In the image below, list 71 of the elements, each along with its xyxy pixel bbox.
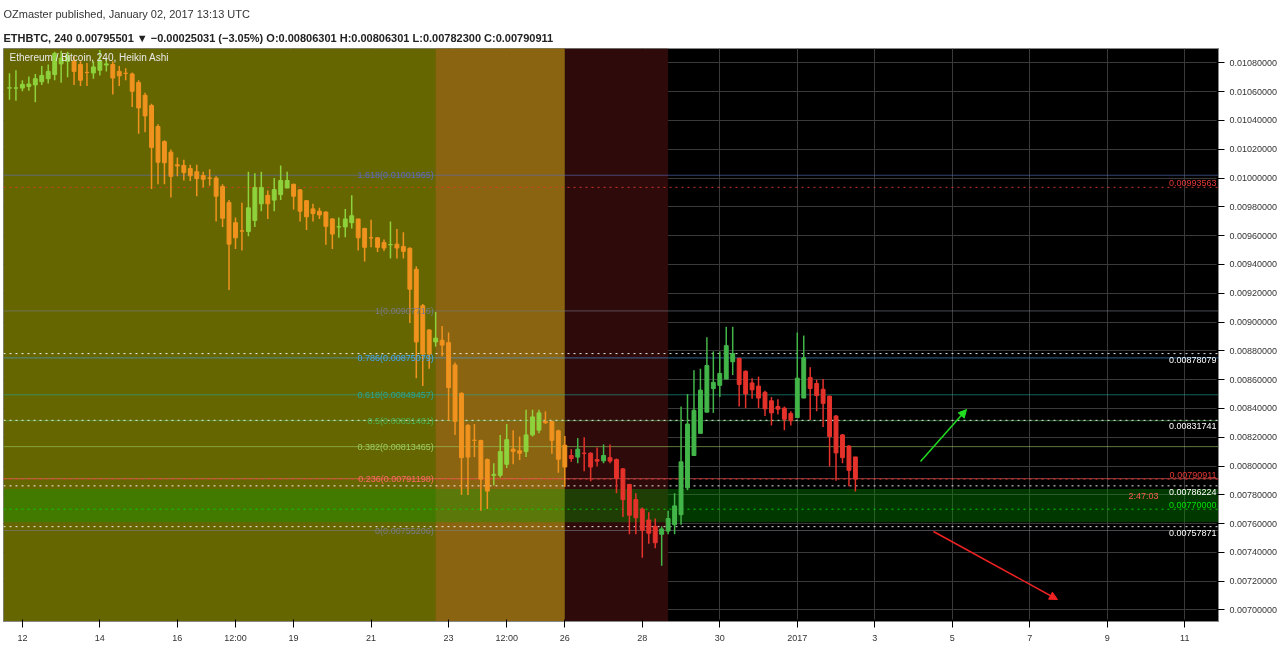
chart-title: OZmaster published, January 02, 2017 13:13 UTC xyxy=(3,7,250,20)
x-tick-label: 5 xyxy=(949,632,955,643)
annotation: Ethereum / Bitcoin, 240, Heikin Ashi xyxy=(9,51,169,63)
candlestick xyxy=(433,311,439,348)
candlestick xyxy=(329,217,335,250)
y-tick-label: 0.00820000 xyxy=(1229,432,1278,443)
candlestick xyxy=(13,69,19,102)
y-tick-label: 0.00740000 xyxy=(1229,547,1278,558)
y-tick-label: 0.01060000 xyxy=(1229,86,1278,97)
ref-line-label: 1.618(0.01001965) xyxy=(357,170,434,181)
x-tick-label: 12 xyxy=(17,632,28,643)
candlestick xyxy=(491,462,497,487)
candlestick xyxy=(239,202,245,252)
candlestick xyxy=(368,218,374,249)
x-tick-label: 12:00 xyxy=(495,632,518,643)
x-tick-label: 9 xyxy=(1104,632,1110,643)
ref-line-label: 0.382(0.00813465) xyxy=(357,441,434,452)
candlestick xyxy=(652,517,658,550)
ref-line-label: 0.618(0.00849457) xyxy=(357,389,434,400)
x-tick-label: 23 xyxy=(443,632,454,643)
annotation: 2:47:03 xyxy=(1128,491,1159,502)
y-tick-label: 0.00860000 xyxy=(1229,374,1278,385)
ref-line-label: 0.00770000 xyxy=(1168,500,1217,511)
ref-line-label: 0.5(0.00831461) xyxy=(367,415,434,426)
ref-line-label: 0.00993563 xyxy=(1168,178,1217,189)
ref-line-label: 0.00831741 xyxy=(1168,421,1217,432)
ref-line-label: 0.00757871 xyxy=(1168,527,1217,538)
y-tick-label: 0.00800000 xyxy=(1229,461,1278,472)
x-tick-label: 11 xyxy=(1180,632,1190,643)
y-tick-label: 0.01020000 xyxy=(1229,144,1278,155)
y-tick-label: 0.01040000 xyxy=(1229,115,1278,126)
y-tick-label: 0.00720000 xyxy=(1229,576,1278,587)
candlestick xyxy=(659,525,665,567)
x-tick-label: 14 xyxy=(94,632,105,643)
candlestick xyxy=(258,170,264,212)
y-tick-label: 0.00980000 xyxy=(1229,201,1278,212)
ref-line-label: 0.00878079 xyxy=(1168,354,1217,365)
x-tick-label: 2017 xyxy=(787,632,808,643)
ref-line-label: 0.00786224 xyxy=(1168,486,1217,497)
candlestick xyxy=(594,446,600,468)
y-tick-label: 0.00780000 xyxy=(1229,489,1278,500)
candlestick xyxy=(336,216,342,239)
candlestick xyxy=(601,443,606,465)
ref-line-label: 0.236(0.00791198) xyxy=(358,473,434,484)
y-tick-label: 0.00880000 xyxy=(1229,345,1278,356)
y-tick-label: 0.00940000 xyxy=(1229,259,1278,270)
y-tick-label: 0.00900000 xyxy=(1229,317,1278,328)
x-tick-label: 19 xyxy=(288,632,299,643)
x-tick-label: 21 xyxy=(366,632,377,643)
y-tick-label: 0.00760000 xyxy=(1229,518,1278,529)
ref-line-label: 0.786(0.00875079) xyxy=(357,352,434,363)
x-tick-label: 30 xyxy=(714,632,725,643)
x-tick-label: 7 xyxy=(1027,632,1033,643)
chart-subtitle: ETHBTC, 240 0.00795501 ▼ −0.00025031 (−3.05%) O:0.00806301 H:0.00806301 L:0.00782300 C:0.00790911 xyxy=(3,31,554,44)
y-tick-label: 0.01000000 xyxy=(1229,173,1278,184)
y-tick-label: 0.00840000 xyxy=(1229,403,1278,414)
x-tick-label: 26 xyxy=(559,632,570,643)
candlestick xyxy=(7,72,12,101)
x-tick-label: 3 xyxy=(872,632,878,643)
ref-line-label: 0.00790911 xyxy=(1169,470,1217,481)
candlestick xyxy=(575,437,581,465)
y-tick-label: 0.00920000 xyxy=(1229,288,1278,299)
candlestick xyxy=(523,408,529,458)
x-tick-label: 12:00 xyxy=(224,632,247,643)
y-tick-label: 0.00700000 xyxy=(1229,604,1278,615)
x-tick-label: 16 xyxy=(172,632,183,643)
candlestick xyxy=(388,220,393,260)
x-tick-label: 28 xyxy=(637,632,648,643)
y-tick-label: 0.01080000 xyxy=(1229,57,1278,68)
y-tick-label: 0.00960000 xyxy=(1229,230,1278,241)
candlestick xyxy=(265,189,271,220)
